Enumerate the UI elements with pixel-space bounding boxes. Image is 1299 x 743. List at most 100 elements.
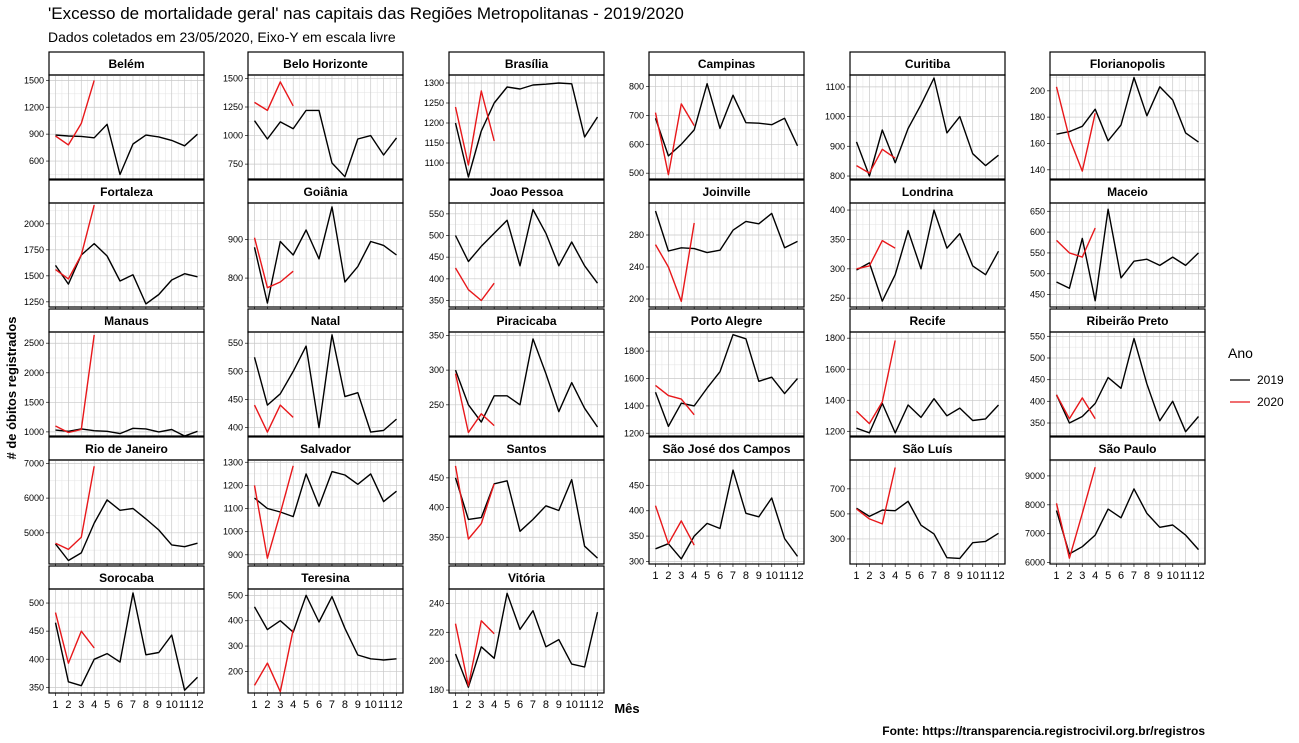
y-tick-label: 300	[629, 556, 644, 566]
strip-label-sao-jose-dos-campos: São José dos Campos	[662, 442, 790, 456]
x-tick-label: 5	[704, 570, 710, 582]
x-tick-label: 9	[957, 570, 963, 582]
y-tick-label: 600	[629, 139, 644, 149]
line-salvador-2019	[254, 470, 397, 518]
y-tick-label: 1000	[24, 427, 44, 437]
line-salvador-2020	[253, 465, 294, 559]
x-tick-label: 8	[543, 699, 549, 711]
line-sao-luis-2019	[856, 500, 999, 560]
line-teresina-2020	[253, 629, 294, 693]
line-belo-horizonte-2019	[253, 109, 398, 178]
y-tick-label: 220	[429, 627, 444, 637]
line-maceio-2020	[1056, 227, 1096, 258]
y-tick-label: 450	[1030, 375, 1045, 385]
y-tick-label: 1100	[826, 82, 845, 92]
y-tick-label: 1600	[825, 364, 845, 374]
panel-belo-horizonte: Belo Horizonte 750 1000 1250 1500	[223, 51, 404, 182]
line-rio-de-janeiro-2019	[54, 499, 198, 562]
y-tick-label: 200	[228, 666, 243, 676]
panel-border-rio-de-janeiro	[48, 459, 205, 565]
chart-subtitle: Dados coletados em 23/05/2020, Eixo-Y em…	[48, 29, 396, 45]
y-tick-label: 1400	[624, 401, 644, 411]
strip-label-sorocaba: Sorocaba	[99, 571, 154, 585]
x-tick-label: 11	[579, 699, 590, 711]
line-porto-alegre-2020	[655, 384, 695, 416]
x-tick-label: 4	[892, 570, 898, 582]
panel-border-manaus	[48, 331, 205, 437]
line-recife-2020	[856, 340, 896, 425]
panel-border-sao-luis	[849, 459, 1006, 565]
y-tick-label: 450	[1030, 290, 1045, 300]
y-tick-label: 400	[1030, 396, 1045, 406]
x-tick-label: 7	[1131, 570, 1137, 582]
y-tick-label: 200	[629, 294, 644, 304]
panel-border-belem	[48, 74, 205, 180]
panel-border-recife	[849, 331, 1006, 437]
y-tick-label: 1800	[624, 346, 644, 356]
line-rio-de-janeiro-2020	[55, 466, 95, 551]
y-tick-label: 1200	[825, 426, 845, 436]
y-tick-label: 800	[629, 82, 644, 92]
line-londrina-2020	[856, 239, 896, 270]
line-joinville-2020	[654, 222, 695, 303]
line-ribeirao-preto-2019	[1055, 337, 1200, 433]
panel-border-porto-alegre	[648, 331, 805, 437]
strip-label-sao-paulo: São Paulo	[1098, 442, 1156, 456]
line-campinas-2020	[654, 103, 695, 176]
y-tick-label: 350	[429, 330, 444, 340]
x-tick-label: 7	[931, 570, 937, 582]
x-tick-label: 2	[866, 570, 872, 582]
legend-label-2020: 2020	[1257, 395, 1284, 409]
panel-border-sao-jose-dos-campos	[648, 459, 805, 565]
panel-border-vitoria	[448, 588, 605, 694]
legend: Ano 2019 2020	[1228, 345, 1284, 409]
y-tick-label: 6000	[24, 493, 44, 503]
strip-label-brasilia: Brasília	[505, 57, 549, 71]
strip-label-manaus: Manaus	[104, 314, 149, 328]
panel-ribeirao-preto: Ribeirão Preto 350 400 450 500 550	[1030, 308, 1206, 439]
panel-joinville: Joinville 200 240 280	[629, 179, 805, 310]
y-tick-label: 180	[429, 685, 444, 695]
panel-santos: Santos 350 400 450	[429, 436, 605, 567]
x-tick-label: 1	[652, 570, 658, 582]
line-maceio-2019	[1056, 208, 1199, 302]
y-tick-label: 300	[429, 365, 444, 375]
x-tick-label: 3	[678, 570, 684, 582]
strip-label-belo-horizonte: Belo Horizonte	[283, 57, 368, 71]
panel-salvador: Salvador 900 1000 1100 1200 1300	[223, 436, 404, 567]
line-sorocaba-2019	[54, 592, 198, 691]
x-tick-label: 7	[329, 699, 335, 711]
panel-fortaleza: Fortaleza 1250 1500 1750 2000	[24, 179, 205, 310]
y-tick-label: 5000	[24, 528, 44, 538]
x-tick-label: 12	[791, 570, 803, 582]
y-tick-label: 900	[228, 550, 243, 560]
y-tick-label: 1250	[424, 98, 444, 108]
line-belem-2019	[55, 123, 198, 176]
x-tick-label: 10	[1167, 570, 1179, 582]
x-tick-label: 8	[1144, 570, 1150, 582]
line-londrina-2019	[856, 209, 1000, 302]
x-tick-label: 6	[1118, 570, 1124, 582]
x-tick-label: 6	[918, 570, 924, 582]
y-tick-label: 1100	[224, 504, 243, 514]
y-tick-label: 700	[629, 110, 644, 120]
legend-label-2019: 2019	[1257, 373, 1284, 387]
x-tick-label: 6	[717, 570, 723, 582]
y-tick-label: 550	[228, 338, 243, 348]
y-tick-label: 140	[1030, 165, 1045, 175]
panel-border-belo-horizonte	[247, 74, 404, 180]
panel-joao-pessoa: Joao Pessoa 350 400 450 500 550	[429, 179, 605, 310]
line-teresina-2019	[253, 594, 397, 661]
x-tick-label: 6	[117, 699, 123, 711]
y-tick-label: 550	[1030, 331, 1045, 341]
line-santos-2020	[454, 465, 495, 540]
strip-label-sao-luis: São Luís	[902, 442, 952, 456]
y-tick-label: 7000	[1025, 529, 1045, 539]
y-tick-label: 1200	[223, 480, 243, 490]
x-tick-label: 10	[365, 699, 377, 711]
x-tick-label: 1	[452, 699, 458, 711]
